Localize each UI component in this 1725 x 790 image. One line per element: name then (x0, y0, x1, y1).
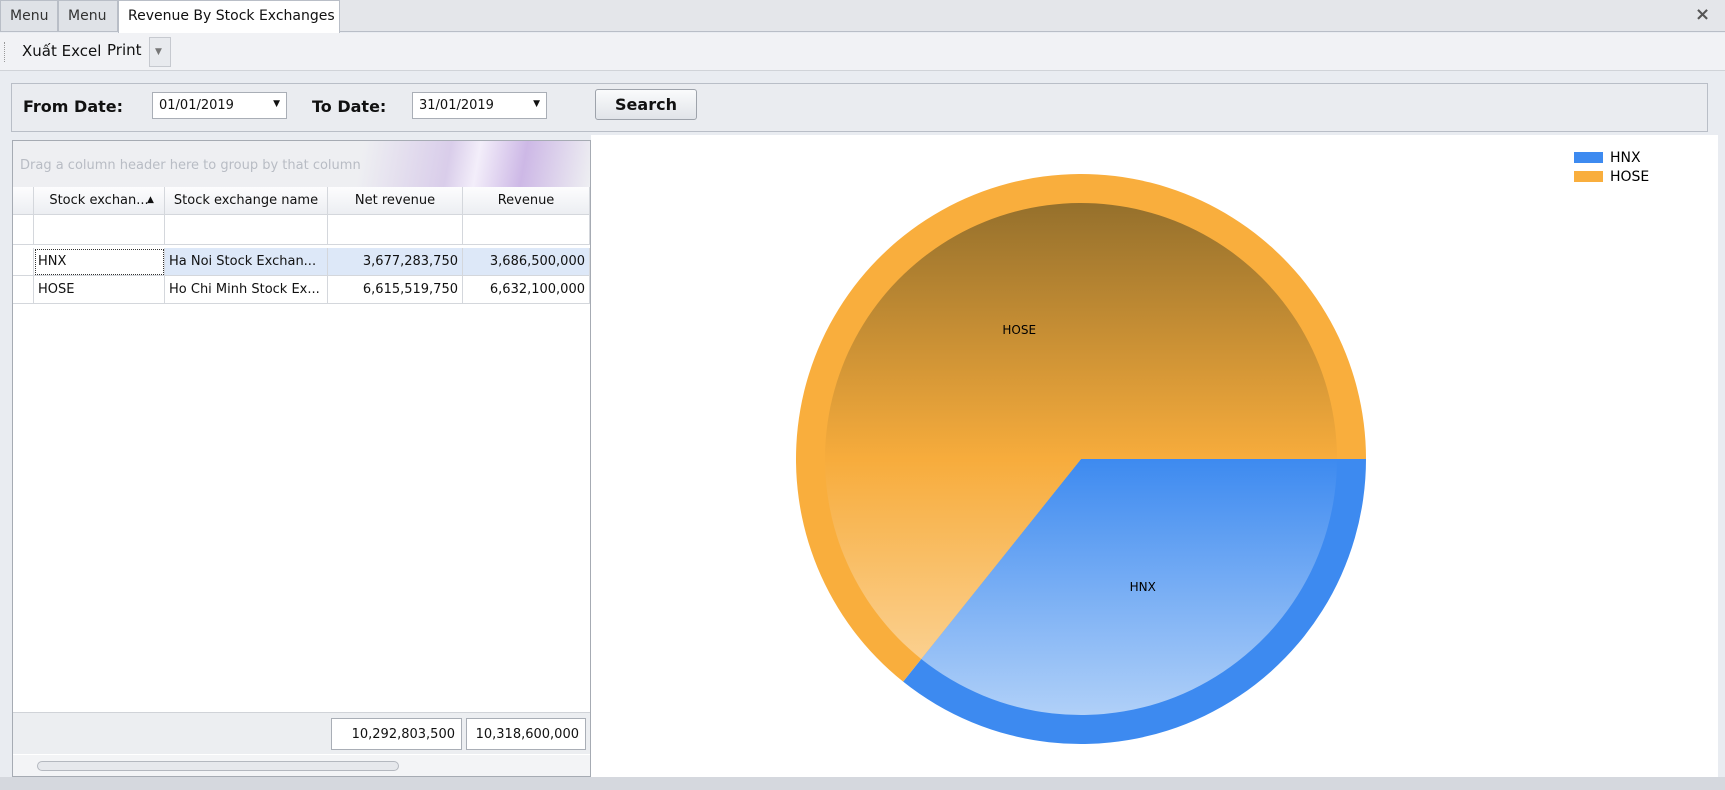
row-indicator (13, 248, 34, 276)
filter-cell (34, 215, 165, 245)
grip (4, 42, 7, 62)
group-panel: Drag a column header here to group by th… (13, 141, 590, 187)
grid-cell: Ho Chi Minh Stock Ex... (165, 276, 328, 304)
toolbar (0, 33, 1725, 71)
grid-cell: HNX (34, 248, 165, 276)
slice-label: HOSE (1002, 323, 1036, 337)
to-label: To Date: (312, 97, 387, 116)
chart: HNX HNX HOSE HOSE (591, 135, 1718, 777)
grid-cell: Ha Noi Stock Exchan... (165, 248, 328, 276)
filter-cell (13, 215, 34, 245)
grid-cell: 3,686,500,000 (463, 248, 590, 276)
filter-cell (328, 215, 463, 245)
column-header: Revenue (463, 187, 590, 215)
from-label: From Date: (23, 97, 124, 116)
tab[interactable]: Menu (58, 0, 118, 32)
column-header: Stock exchan... (34, 187, 165, 215)
pie-slice-inner (921, 459, 1337, 716)
filter-cell (165, 215, 328, 245)
grid-cell: HOSE (34, 276, 165, 304)
grid-cell: 3,677,283,750 (328, 248, 463, 276)
slice-label: HNX (1130, 580, 1156, 594)
total-cell: 10,292,803,500 (331, 718, 462, 750)
pie-slice-inner (825, 203, 1337, 660)
row-indicator (13, 276, 34, 304)
search-button[interactable]: Search (595, 89, 697, 120)
to-value: 31/01/2019 (419, 98, 494, 113)
filter-cell (463, 215, 590, 245)
close-button[interactable]: × (1695, 4, 1711, 25)
header-cell (13, 187, 34, 215)
toolbar-dropdown[interactable]: ▼ (149, 37, 171, 67)
scrollbar[interactable] (13, 755, 590, 776)
grid-cell: 6,615,519,750 (328, 276, 463, 304)
column-header: Stock exchange name (165, 187, 328, 215)
tab[interactable]: Revenue By Stock Exchanges (118, 0, 340, 33)
export-button[interactable]: Xuất Excel (22, 42, 102, 60)
from-value: 01/01/2019 (159, 98, 234, 113)
to-date[interactable]: 31/01/2019 ▼ (412, 92, 547, 119)
column-header: Net revenue (328, 187, 463, 215)
grid-cell: 6,632,100,000 (463, 276, 590, 304)
print-button[interactable]: Print (107, 41, 142, 59)
status-bar (0, 777, 1725, 790)
tab[interactable]: Menu (0, 0, 58, 32)
from-date[interactable]: 01/01/2019 ▼ (152, 92, 287, 119)
legend-swatch (1574, 171, 1603, 182)
legend-label: HNX (1610, 150, 1641, 166)
filter-panel (11, 83, 1708, 132)
legend-swatch (1574, 152, 1603, 163)
total-cell: 10,318,600,000 (466, 718, 586, 750)
sort-icon: ▲ (147, 195, 154, 205)
data-grid (12, 140, 591, 777)
legend-label: HOSE (1610, 169, 1649, 185)
